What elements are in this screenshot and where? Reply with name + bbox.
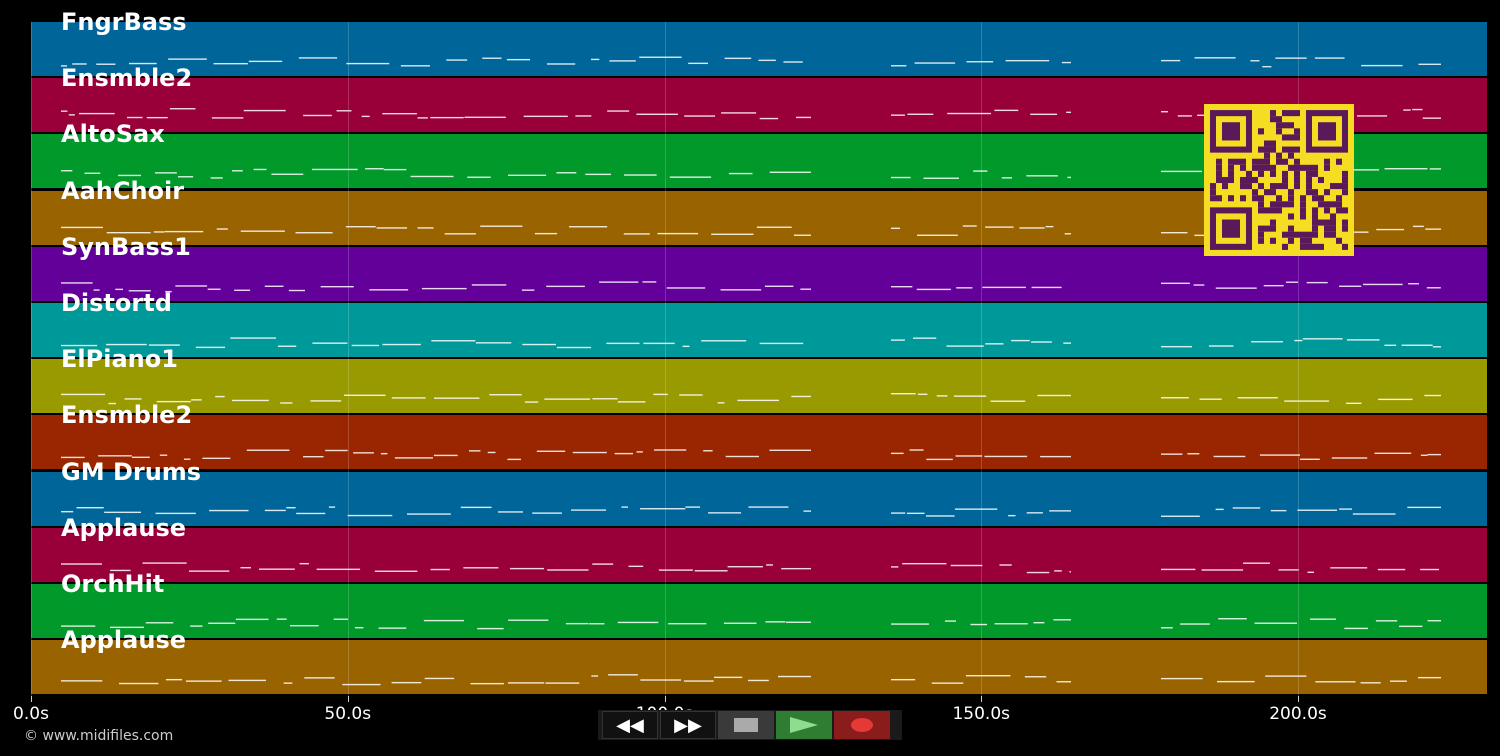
- track-lane[interactable]: Applause: [31, 626, 1487, 695]
- track-name: GM Drums: [61, 457, 202, 486]
- fast-forward-button[interactable]: ▶▶: [660, 711, 716, 739]
- qr-code-overlay: [1204, 104, 1354, 256]
- track-name: OrchHit: [61, 570, 165, 598]
- note-strokes: [61, 505, 1441, 517]
- copyright-text: © www.midifiles.com: [24, 728, 174, 744]
- track-name: Ensmble2: [61, 401, 193, 430]
- track-name: Ensmble2: [61, 64, 193, 93]
- stop-button[interactable]: [718, 711, 774, 739]
- transport-controls: ◀◀ ▶▶: [598, 710, 902, 740]
- note-strokes: [61, 674, 1441, 686]
- track-lane[interactable]: OrchHit: [31, 570, 1487, 638]
- track-name: SynBass1: [61, 232, 191, 261]
- note-strokes: [61, 562, 1440, 574]
- axis-tick-label: 0.0s: [13, 704, 49, 724]
- rewind-icon: ◀◀: [616, 714, 644, 736]
- note-strokes: [61, 618, 1441, 630]
- stop-icon: [734, 718, 758, 732]
- axis-tick-label: 200.0s: [1269, 704, 1327, 724]
- axis-tick: [1298, 696, 1299, 702]
- track-lane[interactable]: Applause: [31, 514, 1487, 582]
- track-name: AltoSax: [61, 120, 165, 149]
- track-lane[interactable]: ElPiano1: [31, 345, 1487, 414]
- note-strokes: [61, 449, 1441, 461]
- axis-tick: [981, 696, 983, 702]
- axis-tick: [347, 696, 349, 702]
- fast-forward-icon: ▶▶: [674, 714, 702, 736]
- note-strokes: [61, 281, 1441, 293]
- note-strokes: [61, 337, 1441, 349]
- rewind-button[interactable]: ◀◀: [602, 711, 658, 739]
- play-button[interactable]: [776, 711, 832, 739]
- track-lane[interactable]: FngrBass: [31, 8, 1487, 76]
- axis-tick-label: 50.0s: [324, 704, 372, 724]
- track-lane[interactable]: Distortd: [31, 289, 1487, 357]
- track-name: Distortd: [61, 289, 172, 317]
- note-strokes: [61, 393, 1441, 405]
- axis-tick-label: 150.0s: [952, 704, 1011, 724]
- track-name: FngrBass: [61, 8, 187, 36]
- track-name: AahChoir: [61, 176, 185, 205]
- note-strokes: [61, 56, 1441, 68]
- track-name: ElPiano1: [61, 345, 178, 374]
- axis-tick: [31, 696, 32, 702]
- track-lane[interactable]: GM Drums: [31, 458, 1487, 526]
- track-name: Applause: [61, 513, 187, 542]
- play-icon: [790, 717, 818, 733]
- axis-tick: [664, 696, 666, 702]
- record-button[interactable]: [834, 711, 890, 739]
- track-lane[interactable]: Ensmble2: [31, 401, 1487, 470]
- record-icon: [851, 718, 873, 732]
- note-strokes: [61, 224, 1441, 236]
- track-name: Applause: [61, 626, 187, 655]
